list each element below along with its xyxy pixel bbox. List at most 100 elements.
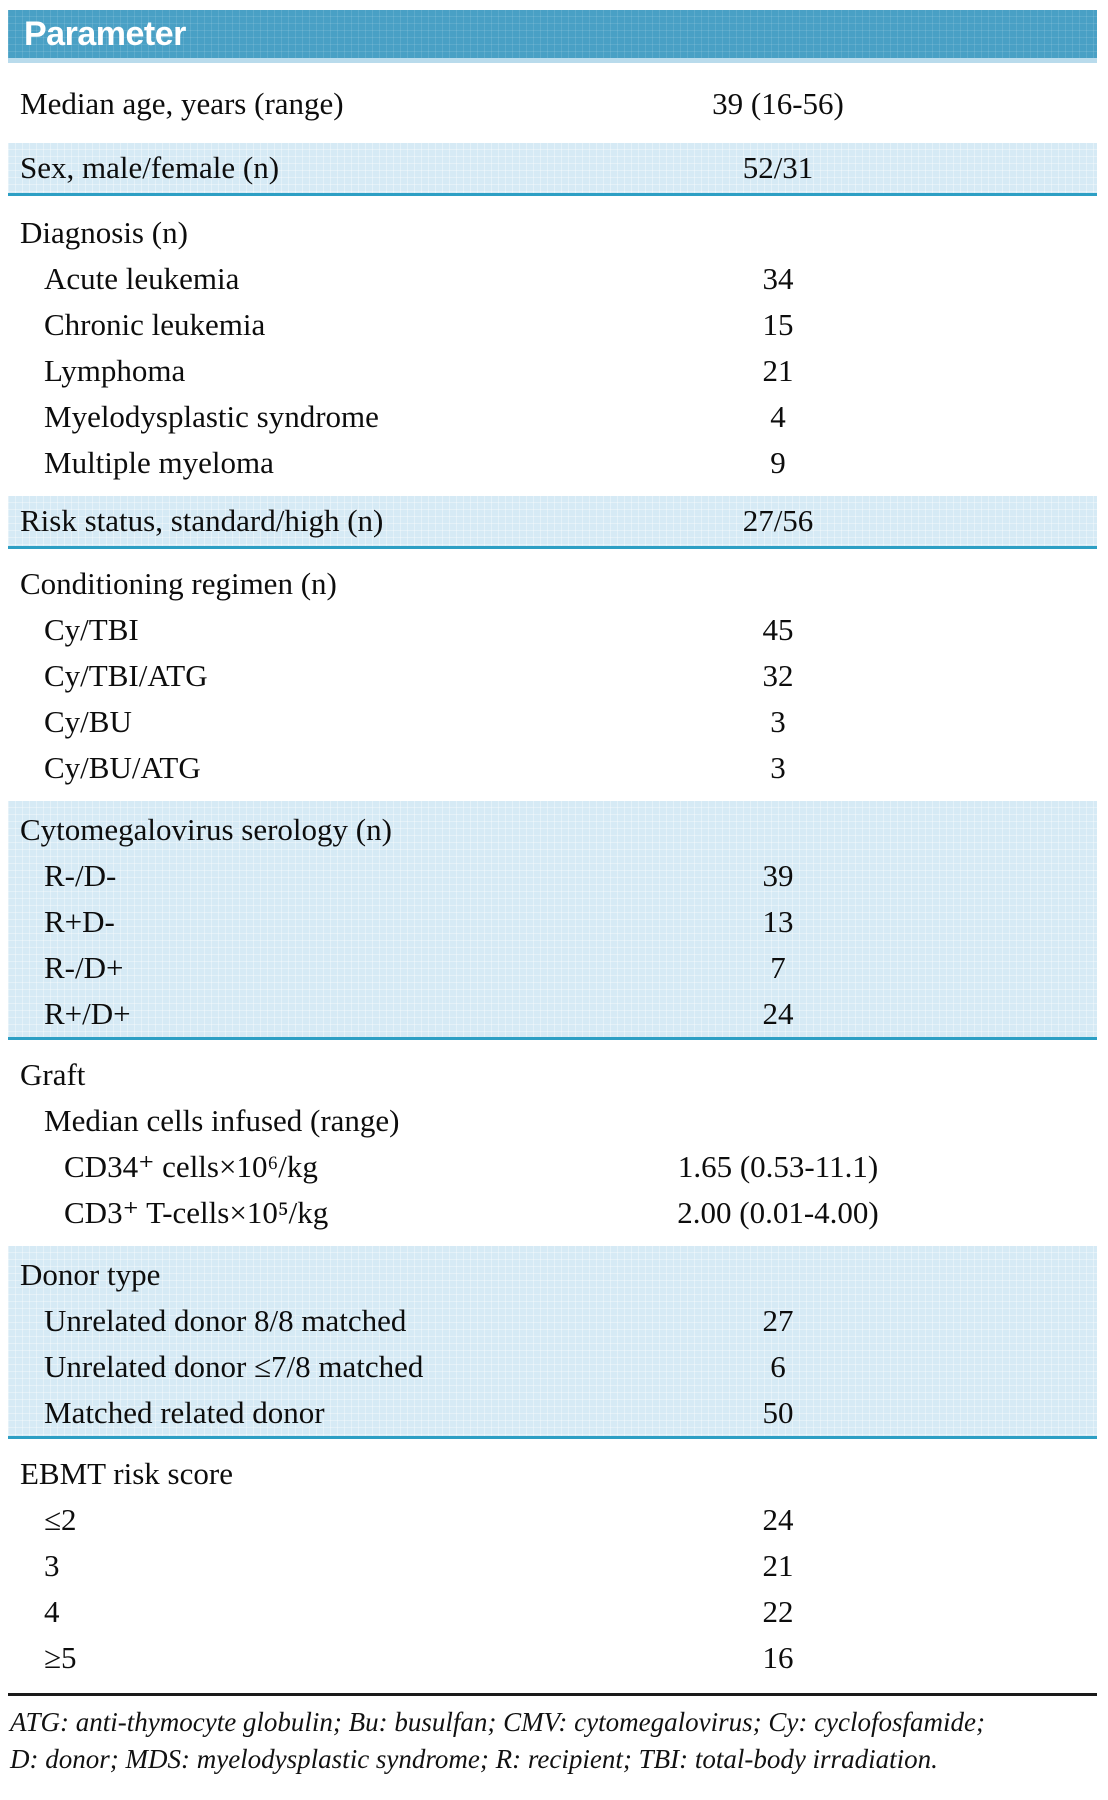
row-value: 24: [762, 996, 794, 1031]
table-row: 4 22: [8, 1589, 1097, 1635]
row-label: CD34⁺ cells×10⁶/kg: [64, 1149, 318, 1184]
section-ebmt-risk-score: EBMT risk score ≤2 24 3 21 4 22 ≥5 16: [8, 1439, 1097, 1689]
row-label: EBMT risk score: [20, 1456, 233, 1491]
table-row: Chronic leukemia 15: [8, 302, 1097, 348]
row-label: Cy/TBI: [44, 612, 139, 647]
table-row: ≥5 16: [8, 1635, 1097, 1681]
row-value: 27/56: [742, 503, 814, 538]
footnote-line-1: ATG: anti-thymocyte globulin; Bu: busulf…: [10, 1707, 986, 1737]
row-value: 7: [770, 950, 786, 985]
table-row: Lymphoma 21: [8, 348, 1097, 394]
row-label: Chronic leukemia: [44, 307, 266, 342]
row-value: 21: [762, 1548, 794, 1583]
section-graft: Graft Median cells infused (range) CD34⁺…: [8, 1040, 1097, 1246]
table-row: Risk status, standard/high (n) 27/56: [8, 498, 1097, 544]
table-row: Unrelated donor ≤7/8 matched 6: [8, 1344, 1097, 1390]
row-value: 4: [770, 399, 786, 434]
table-row: Median age, years (range) 39 (16-56): [8, 81, 1097, 127]
row-label: R-/D+: [44, 950, 124, 985]
section-risk-status: Risk status, standard/high (n) 27/56: [8, 496, 1097, 549]
row-value: 32: [762, 658, 794, 693]
table-row: Median cells infused (range): [8, 1098, 1097, 1144]
row-label: Median cells infused (range): [44, 1103, 400, 1138]
row-label: Multiple myeloma: [44, 445, 274, 480]
row-value: 24: [762, 1502, 794, 1537]
section-cmv-serology: Cytomegalovirus serology (n) R-/D- 39 R+…: [8, 801, 1097, 1040]
footnote-line-2: D: donor; MDS: myelodysplastic syndrome;…: [10, 1744, 938, 1774]
row-label: Acute leukemia: [44, 261, 240, 296]
row-label: Cy/BU/ATG: [44, 750, 201, 785]
row-label: ≤2: [44, 1502, 77, 1537]
row-value: 52/31: [742, 150, 814, 185]
table-row: ≤2 24: [8, 1497, 1097, 1543]
table-row: R-/D+ 7: [8, 945, 1097, 991]
table-row: Unrelated donor 8/8 matched 27: [8, 1298, 1097, 1344]
row-label: Risk status, standard/high (n): [20, 503, 384, 538]
table-row: Acute leukemia 34: [8, 256, 1097, 302]
row-value: 9: [770, 445, 786, 480]
row-label: Unrelated donor 8/8 matched: [44, 1303, 407, 1338]
row-label: CD3⁺ T-cells×10⁵/kg: [64, 1195, 329, 1230]
row-value: 34: [762, 261, 794, 296]
row-value: 3: [770, 704, 786, 739]
section-diagnosis: Diagnosis (n) Acute leukemia 34 Chronic …: [8, 196, 1097, 496]
row-label: Myelodysplastic syndrome: [44, 399, 379, 434]
row-label: Lymphoma: [44, 353, 186, 388]
table: Parameter Median age, years (range) 39 (…: [8, 10, 1097, 1778]
row-label: Cy/TBI/ATG: [44, 658, 208, 693]
footnote-divider: [8, 1693, 1097, 1696]
table-row: CD3⁺ T-cells×10⁵/kg 2.00 (0.01-4.00): [8, 1190, 1097, 1236]
row-label: Cy/BU: [44, 704, 132, 739]
row-value: 22: [762, 1594, 794, 1629]
table-row: Cy/TBI/ATG 32: [8, 653, 1097, 699]
table-footnote: ATG: anti-thymocyte globulin; Bu: busulf…: [8, 1704, 1097, 1778]
row-label: ≥5: [44, 1640, 77, 1675]
table-row: R+/D+ 24: [8, 991, 1097, 1037]
row-value: 1.65 (0.53-11.1): [677, 1149, 879, 1184]
row-label: 4: [44, 1594, 60, 1629]
table-row: Cy/TBI 45: [8, 607, 1097, 653]
row-value: 3: [770, 750, 786, 785]
table-row: CD34⁺ cells×10⁶/kg 1.65 (0.53-11.1): [8, 1144, 1097, 1190]
row-value: 50: [762, 1395, 794, 1430]
row-label: 3: [44, 1548, 60, 1583]
table-row: Multiple myeloma 9: [8, 440, 1097, 486]
row-value: 2.00 (0.01-4.00): [677, 1195, 879, 1230]
row-value: 21: [762, 353, 794, 388]
row-value: 27: [762, 1303, 794, 1338]
table-row: 3 21: [8, 1543, 1097, 1589]
table-row: Cytomegalovirus serology (n): [8, 807, 1097, 853]
table-row: Conditioning regimen (n): [8, 561, 1097, 607]
row-label: R+/D+: [44, 996, 131, 1031]
table-row: Cy/BU/ATG 3: [8, 745, 1097, 791]
row-value: 13: [762, 904, 794, 939]
table-row: Donor type: [8, 1252, 1097, 1298]
row-label: Sex, male/female (n): [20, 150, 280, 185]
row-value: 39: [762, 858, 794, 893]
table-header-row: Parameter: [8, 10, 1097, 63]
column-header-parameter: Parameter: [24, 14, 186, 53]
row-label: Median age, years (range): [20, 86, 344, 121]
table-row: R-/D- 39: [8, 853, 1097, 899]
row-value: 15: [762, 307, 794, 342]
table-row: R+D- 13: [8, 899, 1097, 945]
table-row: Myelodysplastic syndrome 4: [8, 394, 1097, 440]
table-row: Matched related donor 50: [8, 1390, 1097, 1436]
row-label: Matched related donor: [44, 1395, 325, 1430]
row-value: 6: [770, 1349, 786, 1384]
section-median-age: Median age, years (range) 39 (16-56): [8, 63, 1097, 143]
section-donor-type: Donor type Unrelated donor 8/8 matched 2…: [8, 1246, 1097, 1439]
row-label: R+D-: [44, 904, 115, 939]
section-sex: Sex, male/female (n) 52/31: [8, 143, 1097, 196]
table-row: Graft: [8, 1052, 1097, 1098]
row-label: R-/D-: [44, 858, 117, 893]
table-row: Cy/BU 3: [8, 699, 1097, 745]
table-row: EBMT risk score: [8, 1451, 1097, 1497]
section-conditioning-regimen: Conditioning regimen (n) Cy/TBI 45 Cy/TB…: [8, 549, 1097, 801]
row-label: Diagnosis (n): [20, 215, 188, 250]
table-row: Sex, male/female (n) 52/31: [8, 145, 1097, 191]
row-label: Donor type: [20, 1257, 161, 1292]
row-value: 16: [762, 1640, 794, 1675]
row-label: Unrelated donor ≤7/8 matched: [44, 1349, 424, 1384]
